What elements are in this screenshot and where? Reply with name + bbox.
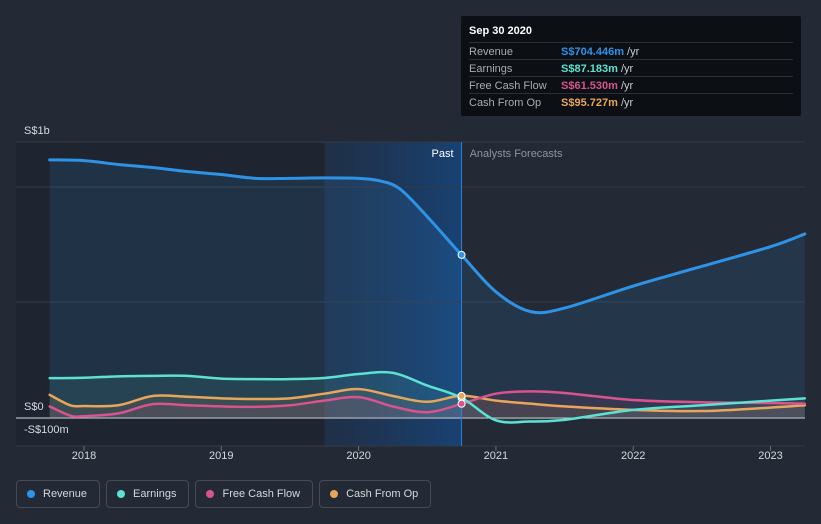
tooltip-unit: /yr bbox=[617, 80, 634, 92]
tooltip-label: Revenue bbox=[469, 46, 514, 58]
tooltip-row-free-cash-flow: Free Cash Flow S$61.530m /yr bbox=[469, 76, 793, 94]
point-free-cash-flow bbox=[457, 399, 466, 408]
highlight-points bbox=[457, 250, 466, 408]
line-free-cash-flow bbox=[48, 390, 807, 418]
series-lines bbox=[48, 158, 807, 424]
point-cash-from-op bbox=[457, 391, 466, 400]
past-label: Past bbox=[432, 148, 454, 160]
x-tick-label: 2020 bbox=[346, 450, 370, 462]
tooltip-label: Cash From Op bbox=[469, 97, 542, 109]
area-cash-from-op bbox=[49, 389, 805, 418]
legend-label: Cash From Op bbox=[346, 488, 419, 500]
legend-dot-icon bbox=[330, 490, 339, 498]
area-revenue bbox=[49, 159, 805, 418]
y-tick-label: S$0 bbox=[24, 401, 44, 413]
legend-label: Free Cash Flow bbox=[222, 488, 301, 500]
point-revenue bbox=[457, 250, 466, 259]
x-tick-label: 2022 bbox=[621, 450, 645, 462]
area-earnings bbox=[49, 372, 805, 423]
legend-dot-icon bbox=[27, 490, 35, 498]
x-tick-label: 2018 bbox=[72, 450, 96, 462]
legend-item-revenue[interactable]: Revenue bbox=[16, 480, 101, 508]
grid bbox=[16, 141, 805, 447]
legend-dot-icon bbox=[206, 490, 215, 498]
legend: Revenue Earnings Free Cash Flow Cash Fro… bbox=[16, 480, 432, 508]
tooltip-unit: /yr bbox=[624, 46, 640, 58]
tooltip-row-earnings: Earnings S$87.183m /yr bbox=[469, 59, 793, 77]
tooltip-value: S$95.727m bbox=[561, 97, 618, 109]
legend-item-cash-from-op[interactable]: Cash From Op bbox=[319, 480, 432, 508]
tooltip: Sep 30 2020 Revenue S$704.446m /yr Earni… bbox=[461, 16, 801, 116]
legend-dot-icon bbox=[117, 490, 126, 498]
x-tick-label: 2021 bbox=[484, 450, 508, 462]
tooltip-value: S$704.446m bbox=[561, 46, 624, 58]
legend-label: Earnings bbox=[133, 488, 177, 500]
forecast-label: Analysts Forecasts bbox=[470, 148, 563, 160]
tooltip-label: Earnings bbox=[469, 63, 513, 75]
tooltip-value: S$61.530m bbox=[561, 80, 618, 92]
legend-label: Revenue bbox=[43, 488, 88, 500]
legend-item-earnings[interactable]: Earnings bbox=[106, 480, 190, 508]
line-earnings bbox=[48, 370, 807, 424]
line-revenue bbox=[48, 158, 807, 315]
tooltip-date: Sep 30 2020 bbox=[469, 25, 532, 37]
tooltip-value: S$87.183m bbox=[561, 63, 618, 75]
x-axis: 2018 2019 2020 2021 2022 2023 bbox=[72, 446, 783, 462]
tooltip-unit: /yr bbox=[617, 63, 634, 75]
y-axis: S$1b S$0 -S$100m bbox=[24, 125, 69, 436]
x-tick-label: 2019 bbox=[209, 450, 233, 462]
tooltip-row-revenue: Revenue S$704.446m /yr bbox=[469, 42, 793, 60]
legend-item-free-cash-flow[interactable]: Free Cash Flow bbox=[195, 480, 314, 508]
y-tick-label: -S$100m bbox=[24, 424, 69, 436]
tooltip-label: Free Cash Flow bbox=[469, 80, 547, 92]
tooltip-row-cash-from-op: Cash From Op S$95.727m /yr bbox=[469, 93, 793, 111]
x-tick-label: 2023 bbox=[758, 450, 782, 462]
y-tick-label: S$1b bbox=[24, 125, 50, 137]
tooltip-unit: /yr bbox=[617, 97, 634, 109]
